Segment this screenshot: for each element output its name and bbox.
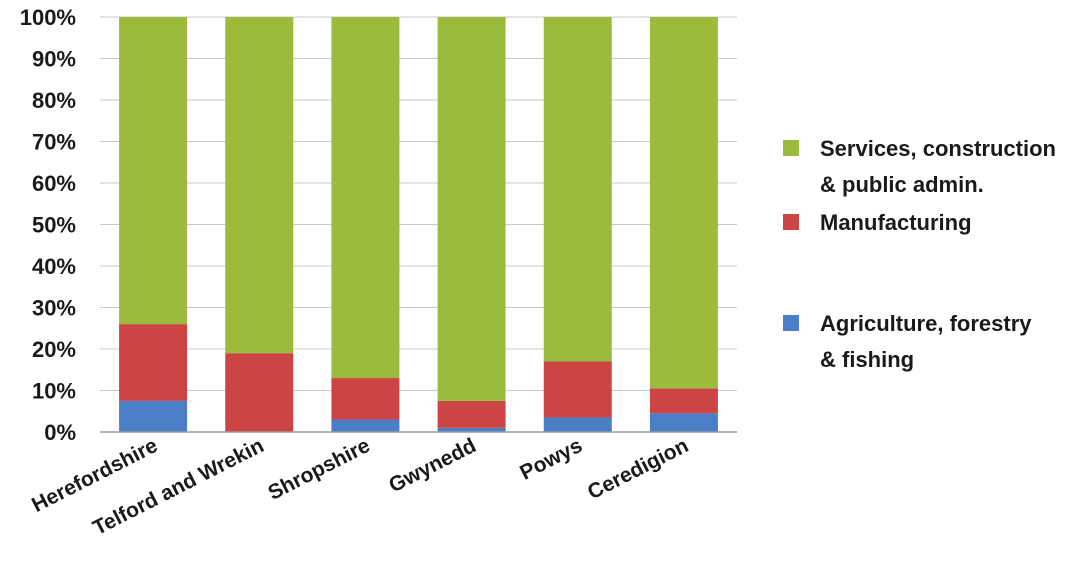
x-tick-label: Ceredigion: [584, 434, 692, 504]
y-tick-label: 20%: [32, 337, 76, 362]
bar-segment: [649, 388, 718, 414]
legend-swatch: [783, 140, 799, 156]
bar-segment: [437, 17, 506, 401]
y-tick-label: 0%: [44, 420, 76, 445]
bar-segment: [331, 378, 400, 420]
y-tick-label: 100%: [20, 5, 76, 30]
bar-segment: [649, 413, 718, 432]
bar-segment: [119, 17, 188, 325]
y-tick-label: 90%: [32, 47, 76, 72]
x-tick-label: Powys: [516, 434, 586, 485]
bar-segment: [543, 361, 612, 418]
x-tick-label: Gwynedd: [385, 434, 480, 497]
bar-segment: [225, 353, 294, 432]
bar-segment: [649, 17, 718, 389]
bar-segment: [119, 324, 188, 401]
bar-segment: [331, 17, 400, 379]
x-tick-label: Shropshire: [264, 434, 373, 505]
x-tick-label: Telford and Wrekin: [89, 434, 267, 540]
bar-segment: [119, 400, 188, 432]
legend-swatch: [783, 214, 799, 230]
legend-label: Agriculture, forestry: [820, 311, 1032, 336]
y-tick-label: 50%: [32, 213, 76, 238]
bar-segment: [543, 17, 612, 362]
y-tick-label: 40%: [32, 254, 76, 279]
y-tick-label: 80%: [32, 88, 76, 113]
legend: Services, construction & public admin. Man…: [783, 136, 1056, 372]
bars: [119, 17, 718, 432]
legend-label: Services, construction: [820, 136, 1056, 161]
gridlines: [100, 16, 737, 391]
legend-label: Manufacturing: [820, 210, 972, 235]
y-tick-label: 30%: [32, 296, 76, 321]
bar-segment: [225, 17, 294, 354]
bar-segment: [543, 417, 612, 432]
bar-segment: [331, 419, 400, 432]
y-tick-label: 70%: [32, 130, 76, 155]
bar-segment: [437, 427, 506, 432]
legend-swatch: [783, 315, 799, 331]
y-axis-ticks: 0% 10% 20% 30% 40% 50% 60% 70% 80% 90% 100%: [20, 5, 76, 445]
bar-segment: [437, 400, 506, 428]
y-tick-label: 60%: [32, 171, 76, 196]
legend-label: & fishing: [820, 347, 914, 372]
legend-label: & public admin.: [820, 172, 984, 197]
y-tick-label: 10%: [32, 379, 76, 404]
